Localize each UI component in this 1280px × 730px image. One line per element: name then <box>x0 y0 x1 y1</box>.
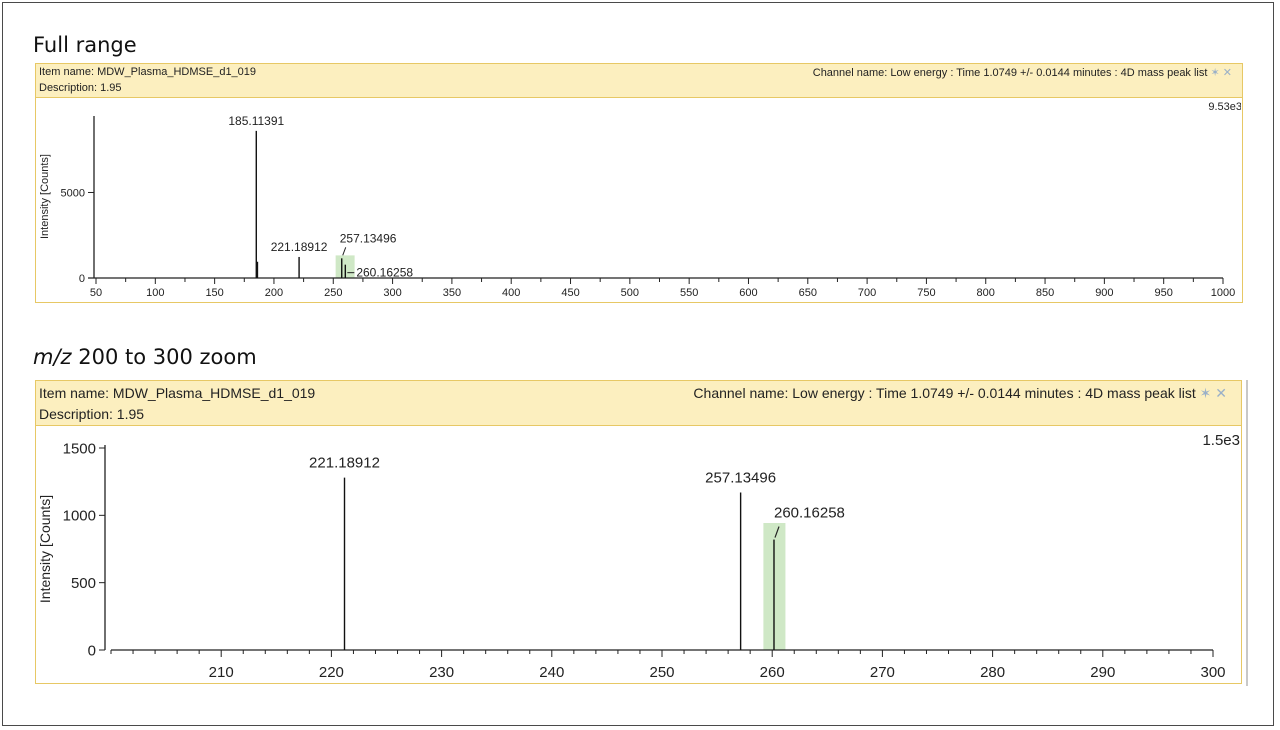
description: Description: 1.95 <box>39 406 145 422</box>
channel-name: Channel name: Low energy : Time 1.0749 +… <box>812 67 1208 79</box>
peak-label: 221.18912 <box>309 455 380 472</box>
peak-label: 221.18912 <box>271 240 328 254</box>
x-tick-label: 250 <box>324 287 342 299</box>
close-icon[interactable]: ✕ <box>1215 385 1227 401</box>
max-intensity-label: 1.5e3 <box>1202 432 1240 449</box>
spectrum-panel-full: Item name: MDW_Plasma_HDMSE_d1_019 Descr… <box>35 63 1243 303</box>
x-tick-label: 1000 <box>1211 287 1235 299</box>
x-tick-label: 280 <box>980 664 1005 681</box>
x-tick-label: 200 <box>265 287 283 299</box>
y-tick-label: 0 <box>79 273 85 285</box>
x-tick-label: 50 <box>90 287 102 299</box>
panel-header: Item name: MDW_Plasma_HDMSE_d1_019 Descr… <box>36 381 1241 426</box>
x-tick-label: 290 <box>1090 664 1115 681</box>
y-tick-label: 1500 <box>63 440 96 457</box>
x-tick-label: 150 <box>205 287 223 299</box>
x-tick-label: 100 <box>146 287 164 299</box>
x-tick-label: 240 <box>539 664 564 681</box>
x-tick-label: 400 <box>502 287 520 299</box>
full-range-title: Full range <box>33 33 137 57</box>
channel-name-row: Channel name: Low energy : Time 1.0749 +… <box>813 66 1232 79</box>
x-tick-label: 270 <box>870 664 895 681</box>
peak-label: 260.16258 <box>356 266 413 280</box>
y-tick-label: 500 <box>71 575 96 592</box>
zoom-title-mz: m/z <box>33 345 72 369</box>
x-tick-label: 210 <box>209 664 234 681</box>
description: Description: 1.95 <box>39 82 122 94</box>
x-tick-label: 450 <box>561 287 579 299</box>
y-axis-label: Intensity [Counts] <box>39 154 51 239</box>
chart-zoom: 210 220 230 240 250 260 270 280 290 300 0 500 1000 15… <box>37 432 1240 681</box>
zoom-title-text: 200 to 300 zoom <box>71 345 257 369</box>
y-axis-label: Intensity [Counts] <box>37 495 53 603</box>
y-tick-label: 0 <box>88 642 96 659</box>
x-tick-label: 230 <box>429 664 454 681</box>
x-tick-label: 300 <box>1200 664 1225 681</box>
x-tick-label: 950 <box>1155 287 1173 299</box>
scrollbar-track[interactable] <box>1246 380 1248 686</box>
x-tick-label: 550 <box>680 287 698 299</box>
close-icon[interactable]: ✕ <box>1222 67 1232 79</box>
x-tick-label: 700 <box>858 287 876 299</box>
zoom-title: m/z 200 to 300 zoom <box>33 345 257 369</box>
peak-label: 257.13496 <box>705 469 776 486</box>
x-tick-label: 300 <box>383 287 401 299</box>
x-tick-label: 250 <box>649 664 674 681</box>
pin-icon[interactable]: ✶ <box>1210 67 1220 79</box>
peak-label-leader <box>774 526 780 538</box>
x-tick-label: 750 <box>917 287 935 299</box>
peak-label: 185.11391 <box>228 114 284 128</box>
x-tick-label: 900 <box>1095 287 1113 299</box>
x-tick-label: 350 <box>443 287 461 299</box>
chart-full-range: 50 100 150 200 250 300 350 400 450 500 550 600 650 70… <box>39 101 1241 299</box>
panel-header: Item name: MDW_Plasma_HDMSE_d1_019 Descr… <box>36 64 1242 98</box>
peak-label: 257.13496 <box>340 231 397 245</box>
channel-name: Channel name: Low energy : Time 1.0749 +… <box>693 385 1196 401</box>
x-tick-label: 600 <box>739 287 757 299</box>
x-tick-label: 500 <box>621 287 639 299</box>
item-name: Item name: MDW_Plasma_HDMSE_d1_019 <box>39 385 316 401</box>
peak-label: 260.16258 <box>774 505 845 522</box>
x-tick-label: 260 <box>760 664 785 681</box>
spectrum-panel-zoom: Item name: MDW_Plasma_HDMSE_d1_019 Descr… <box>35 380 1242 684</box>
item-name: Item name: MDW_Plasma_HDMSE_d1_019 <box>39 66 257 78</box>
channel-name-row: Channel name: Low energy : Time 1.0749 +… <box>693 385 1227 402</box>
y-tick-label: 5000 <box>61 187 85 199</box>
x-tick-label: 850 <box>1036 287 1054 299</box>
pin-icon[interactable]: ✶ <box>1199 385 1212 401</box>
x-tick-label: 800 <box>977 287 995 299</box>
y-tick-label: 1000 <box>63 508 96 525</box>
x-tick-label: 650 <box>799 287 817 299</box>
max-intensity-label: 9.53e3 <box>1208 101 1241 113</box>
peak-label-leader <box>342 247 347 256</box>
x-tick-label: 220 <box>319 664 344 681</box>
